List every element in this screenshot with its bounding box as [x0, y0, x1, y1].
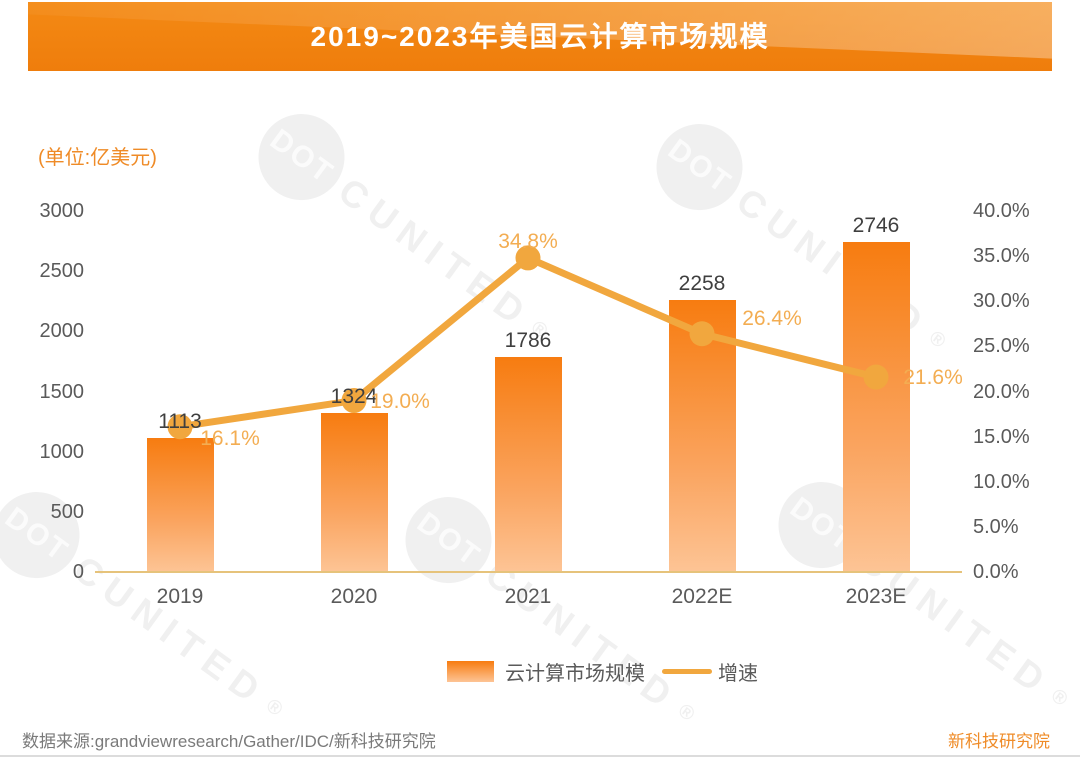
x-axis-label: 2022E: [671, 585, 733, 608]
bar-value-label: 2746: [852, 213, 900, 237]
y-axis-right-label: 0.0%: [973, 561, 1019, 583]
x-axis-label: 2021: [504, 585, 552, 608]
y-axis-right-label: 20.0%: [973, 380, 1030, 403]
y-axis-right-label: 40.0%: [973, 200, 1030, 222]
y-axis-right-label: 25.0%: [973, 335, 1030, 358]
x-axis-baseline: [95, 571, 962, 573]
bar-2020: [320, 412, 388, 572]
y-axis-left-label: 2500: [39, 260, 85, 283]
bar-value-label: 2258: [678, 272, 726, 296]
x-axis-label: 2020: [330, 585, 378, 608]
y-axis-right-label: 35.0%: [973, 245, 1030, 268]
y-axis-left-label: 1000: [39, 440, 85, 463]
x-axis-label: 2023E: [845, 585, 907, 608]
growth-rate-label: 26.4%: [742, 306, 802, 330]
legend-bar-swatch: [447, 661, 494, 682]
unit-label: (单位:亿美元): [38, 147, 157, 169]
header-banner: 2019~2023年美国云计算市场规模: [28, 2, 1052, 71]
bar-2019: [146, 438, 214, 572]
bar-2023E: [842, 241, 910, 572]
y-axis-left-label: 0: [72, 561, 84, 583]
footer-brand: 新科技研究院: [948, 732, 1050, 751]
growth-rate-label: 21.6%: [903, 366, 963, 390]
y-axis-right-label: 10.0%: [973, 470, 1030, 493]
footer-source: 数据来源:grandviewresearch/Gather/IDC/新科技研究院: [22, 732, 436, 751]
bottom-divider: [0, 755, 1080, 757]
growth-rate-label: 34.8%: [498, 229, 558, 253]
legend-line-swatch: [662, 669, 712, 674]
y-axis-right-label: 5.0%: [973, 515, 1019, 538]
y-axis-left-label: 1500: [39, 380, 85, 403]
y-axis-left-label: 500: [50, 500, 84, 523]
legend: 云计算市场规模 增速: [447, 657, 758, 686]
page-title: 2019~2023年美国云计算市场规模: [310, 21, 770, 52]
y-axis-right-label: 15.0%: [973, 425, 1030, 448]
legend-bar-label: 云计算市场规模: [505, 663, 645, 685]
y-axis-left-label: 3000: [39, 200, 85, 222]
bar-2022E: [668, 300, 736, 572]
bar-value-label: 1786: [504, 329, 552, 353]
growth-rate-label: 16.1%: [200, 426, 260, 450]
bar-value-label: 1113: [158, 410, 202, 434]
y-axis-left-label: 2000: [39, 320, 85, 343]
legend-line-label: 增速: [718, 663, 758, 685]
growth-rate-label: 19.0%: [370, 389, 430, 413]
bar-2021: [494, 357, 562, 572]
x-axis-label: 2019: [156, 585, 204, 608]
y-axis-right-label: 30.0%: [973, 290, 1030, 313]
